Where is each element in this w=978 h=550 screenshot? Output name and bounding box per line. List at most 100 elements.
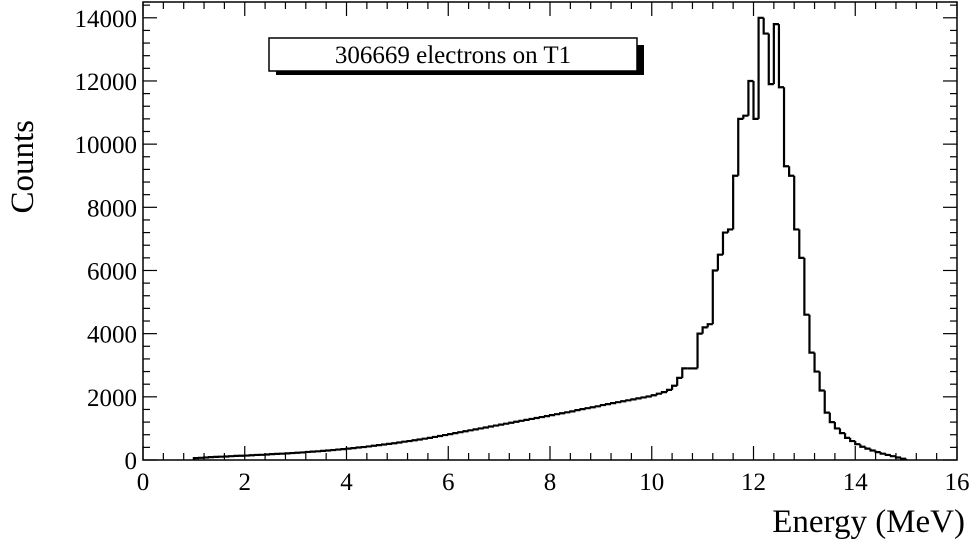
histogram-bin xyxy=(559,412,566,415)
histogram-bin xyxy=(762,17,769,35)
histogram-bin xyxy=(431,435,439,439)
histogram-bin xyxy=(457,431,464,434)
x-tick-label: 16 xyxy=(945,469,970,496)
histogram-bin xyxy=(523,418,530,421)
histogram-bin xyxy=(757,16,764,119)
histogram-bin xyxy=(569,410,576,413)
histogram-bin xyxy=(803,257,810,316)
axis-ticks xyxy=(142,2,958,461)
tick-labels: 0 2 4 6 8 10 12 14 16 0 2000 4000 6000 8000 10000 12000… xyxy=(75,6,970,496)
histogram-bin xyxy=(401,440,408,443)
x-tick-label: 2 xyxy=(239,469,252,496)
histogram-bin xyxy=(838,428,846,435)
histogram-bin xyxy=(859,444,866,448)
histogram-bin xyxy=(492,424,500,427)
y-tick-label: 10000 xyxy=(75,132,138,159)
histogram-bin xyxy=(665,388,673,393)
histogram-bin xyxy=(716,253,723,271)
histogram-bin xyxy=(635,397,642,400)
x-tick-label: 14 xyxy=(843,469,869,496)
histogram-bin xyxy=(660,390,668,394)
histogram-bin xyxy=(747,79,754,116)
histogram-bin xyxy=(604,402,612,406)
histogram-bin xyxy=(508,421,515,424)
histogram-bin xyxy=(462,430,469,433)
histogram-bin xyxy=(889,454,896,458)
histogram-bin xyxy=(894,456,902,459)
histogram-bin xyxy=(721,231,729,255)
histogram-bin xyxy=(782,87,790,168)
histogram-bin xyxy=(767,33,774,86)
histogram-bin xyxy=(864,446,871,450)
histogram-bin xyxy=(472,428,479,431)
histogram-bin xyxy=(777,24,785,89)
histogram-bin xyxy=(676,376,683,386)
histogram-bin xyxy=(533,416,540,420)
histogram-bin xyxy=(625,399,632,402)
y-tick-label: 6000 xyxy=(87,258,137,285)
histogram-bin xyxy=(442,433,449,437)
y-tick-label: 2000 xyxy=(87,385,137,412)
x-axis-title: Energy (MeV) xyxy=(772,504,965,540)
histogram-bin xyxy=(854,441,861,446)
histogram-bin xyxy=(467,429,474,432)
histogram-bin xyxy=(772,23,779,85)
y-tick-label: 12000 xyxy=(75,69,138,96)
histogram-bin xyxy=(706,323,713,328)
histogram-bin xyxy=(798,229,805,259)
histogram-bin xyxy=(818,371,825,392)
histogram-bin xyxy=(503,422,510,425)
y-axis-title: Counts xyxy=(5,120,41,214)
x-tick-label: 8 xyxy=(544,469,557,496)
histogram-bin xyxy=(528,417,535,421)
histogram-bin xyxy=(681,367,688,378)
histogram-bin xyxy=(579,408,586,411)
histogram-bin xyxy=(701,326,708,334)
y-tick-label: 4000 xyxy=(87,322,137,349)
histogram-bin xyxy=(386,442,393,445)
histogram-bin xyxy=(726,228,734,233)
histogram-bin xyxy=(823,390,830,414)
histogram-bin xyxy=(599,403,606,407)
histogram-bin xyxy=(370,444,378,447)
histogram-bin xyxy=(487,425,495,428)
histogram-bin xyxy=(447,432,454,436)
histogram-bin xyxy=(808,314,815,354)
histogram-bin xyxy=(553,413,561,416)
histogram-bin xyxy=(518,419,525,422)
histogram-bin xyxy=(843,433,851,439)
histogram-bin xyxy=(381,443,388,446)
legend-label: 306669 electrons on T1 xyxy=(335,42,571,69)
histogram-bin xyxy=(452,432,459,435)
legend-frame xyxy=(268,37,638,72)
histogram-bin xyxy=(671,384,678,390)
y-tick-label: 8000 xyxy=(87,195,137,222)
histogram-bin xyxy=(543,414,550,418)
histogram-bin xyxy=(742,114,749,119)
histogram-bin xyxy=(391,442,398,445)
histogram-bin xyxy=(589,406,596,409)
histogram-bin xyxy=(849,437,856,443)
histogram-bin xyxy=(436,434,444,438)
histogram-bin xyxy=(793,175,800,231)
histogram-bin xyxy=(584,407,591,410)
histogram-bin xyxy=(594,405,601,408)
y-tick-label: 0 xyxy=(125,448,138,475)
histogram-bin xyxy=(421,437,428,440)
histogram-bin xyxy=(548,414,556,417)
histogram-bin xyxy=(411,439,418,442)
histogram-bin xyxy=(737,117,744,176)
x-tick-label: 0 xyxy=(137,469,150,496)
y-tick-label: 14000 xyxy=(75,6,138,33)
histogram-bin xyxy=(396,441,403,444)
histogram-bin xyxy=(615,401,622,404)
histogram-bin xyxy=(426,436,433,439)
histogram-bin xyxy=(620,400,627,403)
histogram-bin xyxy=(406,439,413,443)
histogram-bin xyxy=(564,411,571,414)
histogram-bin xyxy=(879,452,886,455)
histogram-bin xyxy=(869,448,876,452)
histogram-bin xyxy=(477,427,484,430)
histogram-bin xyxy=(498,423,505,426)
